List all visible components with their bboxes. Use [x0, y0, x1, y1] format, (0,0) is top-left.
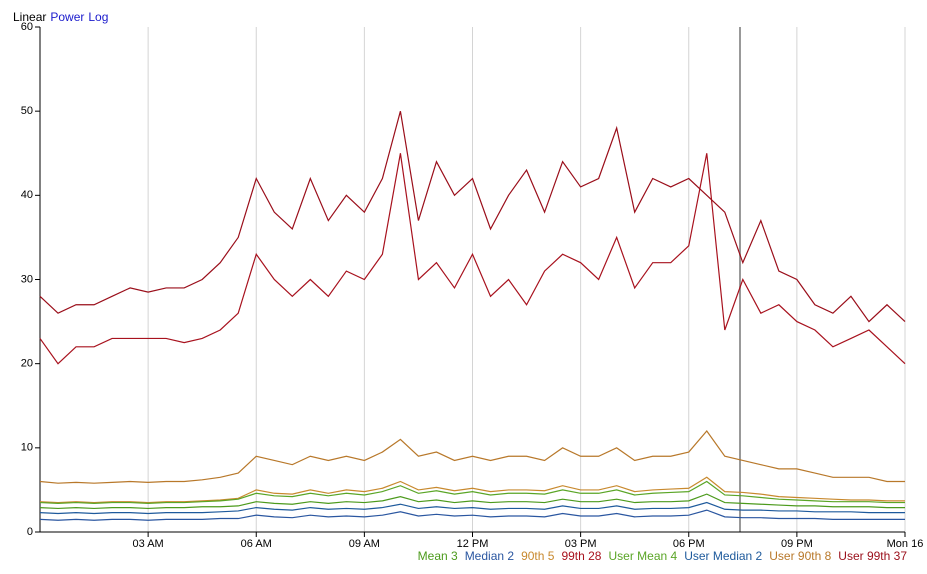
scale-switcher: Linear Power Log: [13, 10, 112, 24]
legend-entry: 99th 28: [561, 549, 602, 563]
y-tick-label: 0: [27, 526, 33, 538]
x-tick-label: 09 AM: [349, 538, 380, 550]
scale-option[interactable]: Log: [88, 10, 109, 24]
series-line: [39, 480, 905, 504]
series-line: [39, 476, 905, 504]
legend-entry: User 90th 8: [769, 549, 832, 563]
legend-entry: Mean 3: [417, 549, 458, 563]
scale-option[interactable]: Power: [50, 10, 85, 24]
x-tick-label: 09 PM: [781, 538, 813, 550]
x-tick-label: 12 PM: [457, 538, 489, 550]
series-line: [39, 153, 906, 365]
y-tick-label: 10: [21, 442, 33, 454]
x-tick-label: Mon 16: [887, 538, 924, 550]
legend-entry: Median 2: [464, 549, 515, 563]
y-tick-label: 40: [21, 189, 33, 201]
legend: Mean 3 Median 2 90th 5 99th 28 User Mean 4 Us…: [411, 549, 907, 563]
legend-entry: User Mean 4: [608, 549, 678, 563]
x-tick-label: 06 PM: [673, 538, 705, 550]
legend-entry: User 99th 37: [838, 549, 907, 563]
scale-option[interactable]: Linear: [13, 10, 47, 24]
legend-entry: 90th 5: [521, 549, 555, 563]
y-tick-label: 20: [21, 358, 33, 370]
x-tick-label: 03 AM: [133, 538, 164, 550]
legend-entry: User Median 2: [684, 549, 763, 563]
y-tick-label: 50: [21, 105, 33, 117]
y-tick-label: 60: [21, 21, 33, 33]
series-line: [39, 501, 905, 515]
series-line: [39, 509, 905, 521]
series-line: [39, 430, 905, 484]
y-tick-label: 30: [21, 273, 33, 285]
x-tick-label: 06 AM: [241, 538, 272, 550]
series-line: [39, 111, 906, 323]
x-tick-label: 03 PM: [565, 538, 597, 550]
series-line: [39, 493, 905, 510]
